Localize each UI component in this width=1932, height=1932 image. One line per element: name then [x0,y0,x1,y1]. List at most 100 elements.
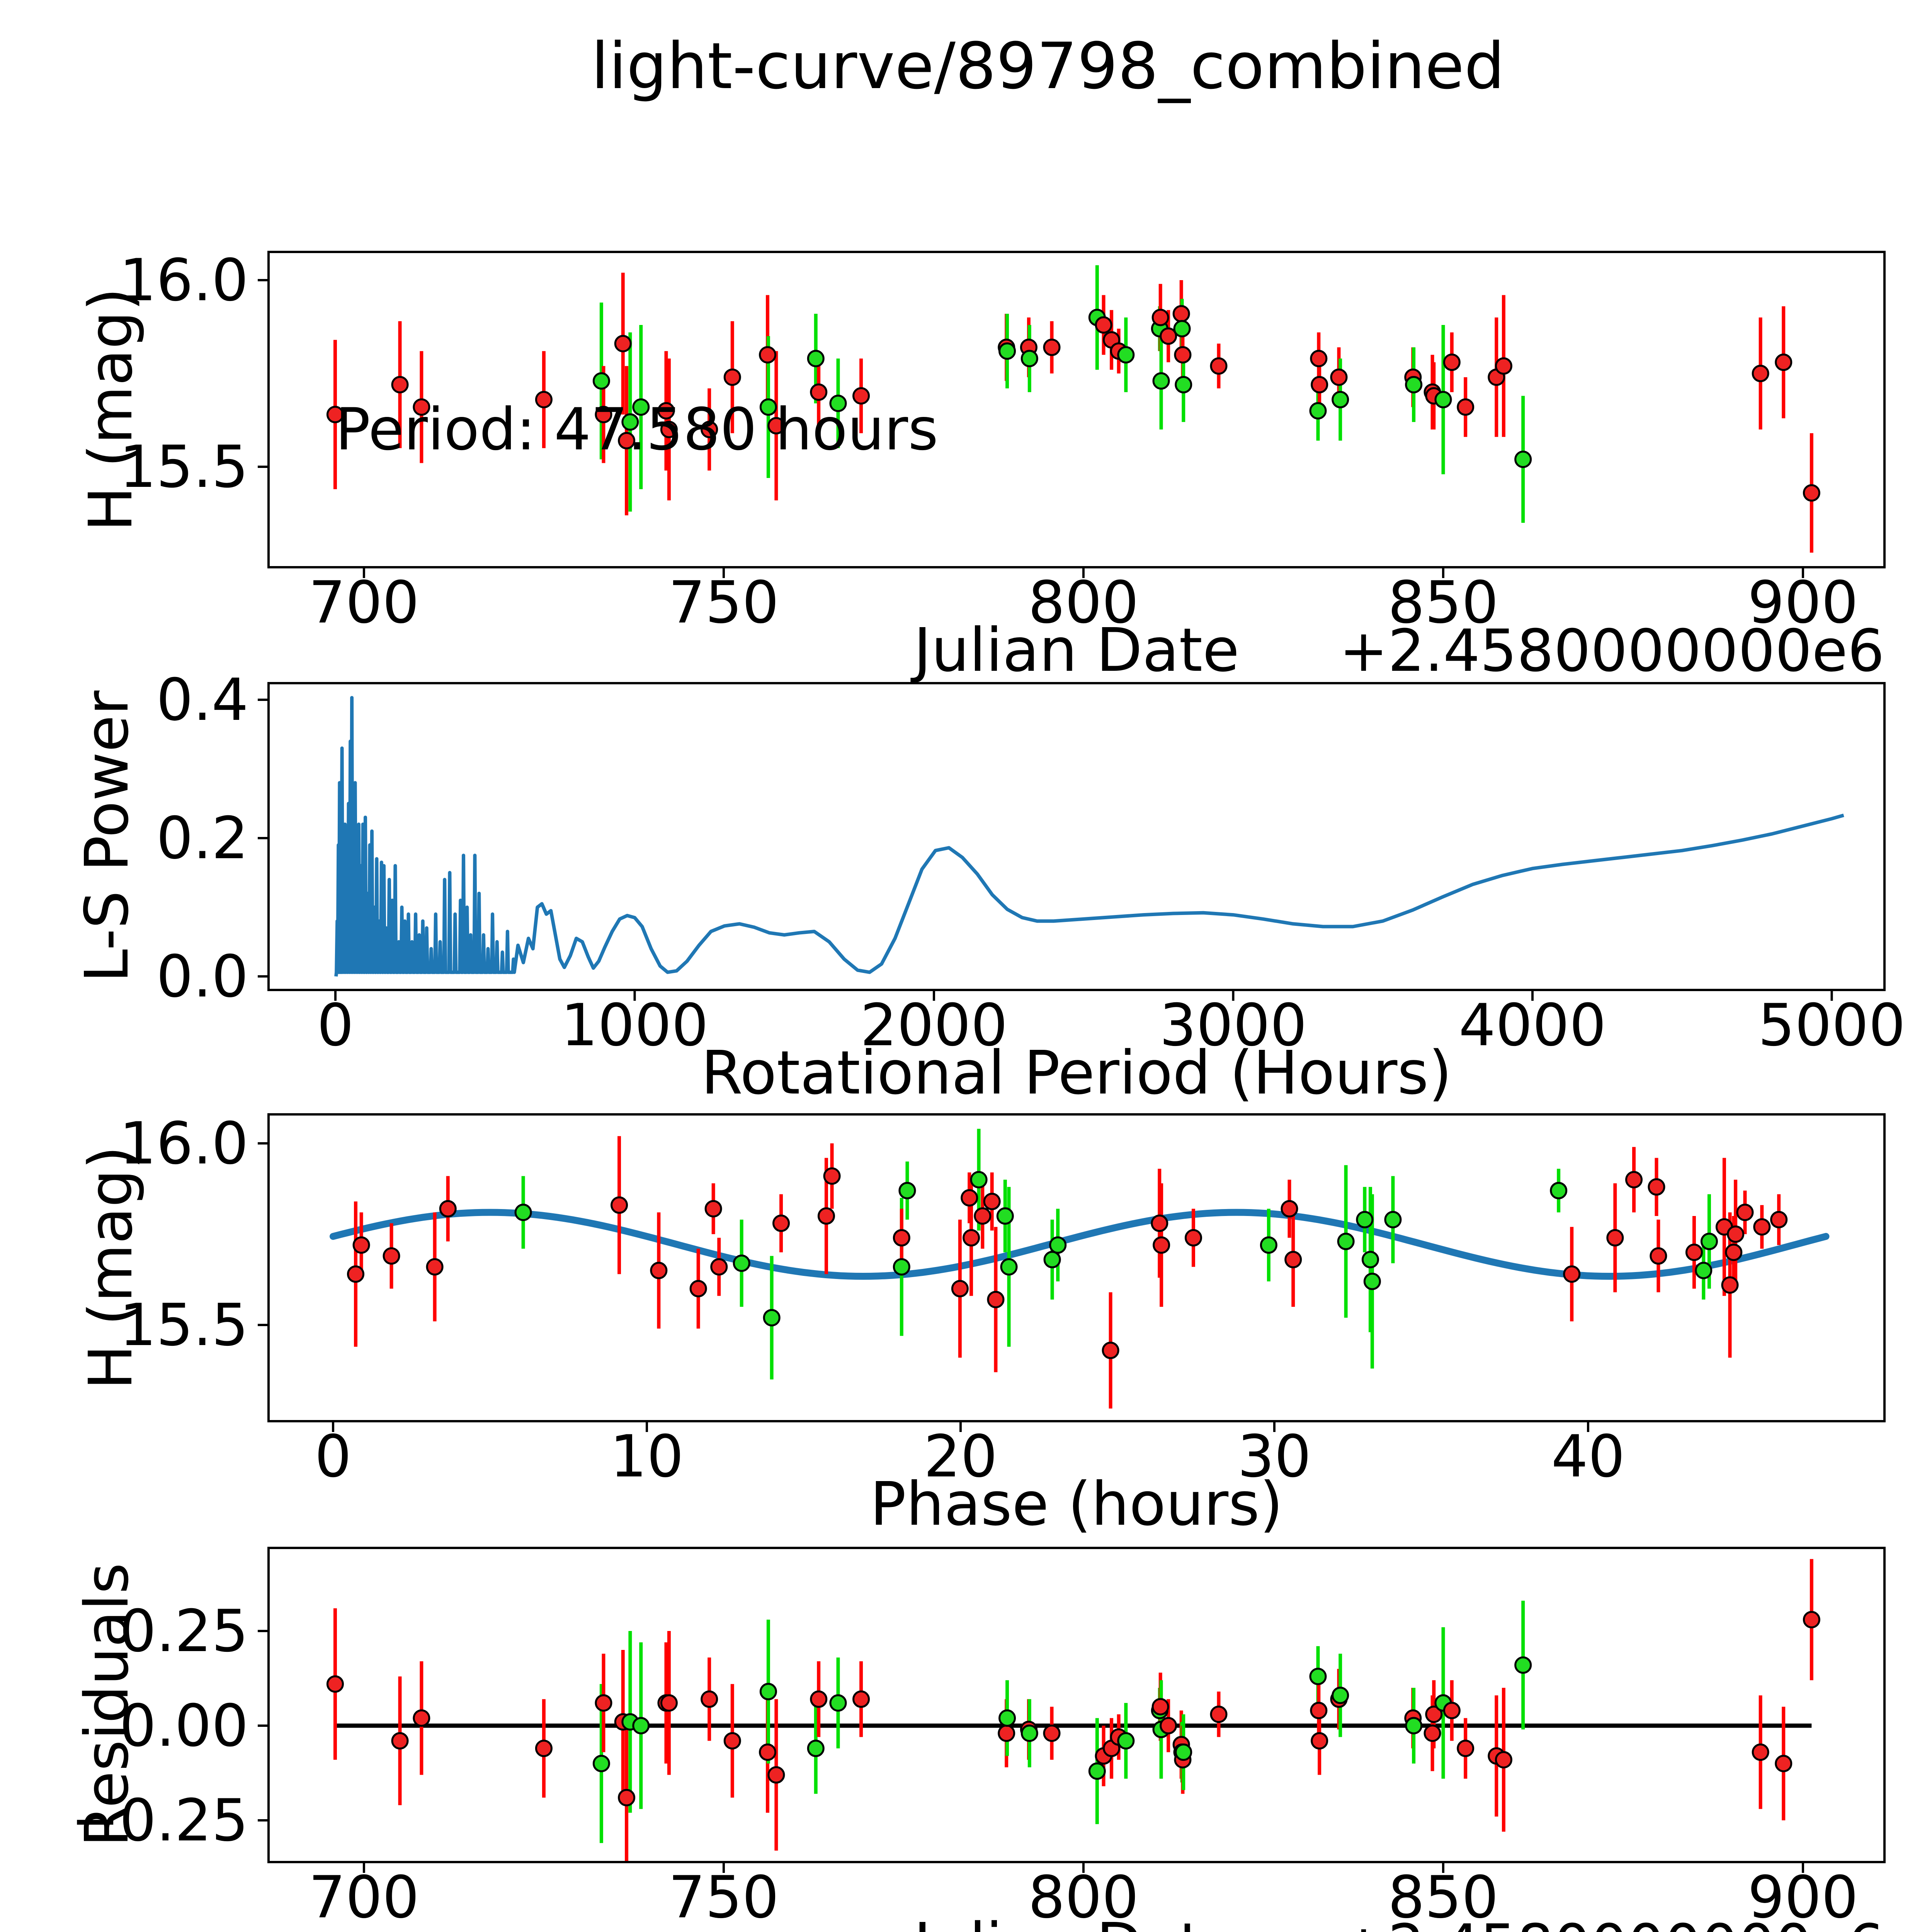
red-data-point [1770,1211,1788,1228]
green-data-point [759,1683,777,1701]
x-tick-label: 20 [924,1423,998,1490]
red-data-point [618,1789,636,1806]
green-data-point [763,1309,781,1327]
red-data-point [1803,1611,1820,1629]
green-data-point [1434,391,1452,408]
green-data-point [1020,1725,1038,1742]
green-data-point [1514,1656,1532,1674]
red-data-point [1160,327,1177,345]
axes-spines [267,1113,1886,1422]
red-data-point [1752,365,1769,383]
red-data-point [1736,1204,1754,1221]
x-tick-label: 700 [309,1864,419,1931]
axes-spines [267,1547,1886,1863]
red-data-point [810,1690,828,1708]
red-data-point [1803,484,1820,502]
red-data-point [1151,1214,1168,1232]
red-data-point [723,368,741,386]
red-data-point [595,406,612,423]
red-data-point [1311,376,1328,394]
green-data-point [632,398,650,416]
figure-title: light-curve/89798_combined [591,29,1505,103]
red-data-point [723,1732,741,1750]
x-tick-label: 800 [1028,569,1139,636]
red-data-point [326,1675,344,1693]
red-data-point [660,420,678,438]
y-tick-label: 0.0 [156,943,248,1010]
red-data-point [1725,1243,1743,1261]
red-data-point [1457,398,1475,416]
red-data-point [657,402,675,420]
green-data-point [1049,1236,1067,1254]
green-data-point [1550,1182,1568,1199]
green-data-point [1043,1251,1061,1269]
green-data-point [1173,320,1191,338]
green-data-point [1175,376,1192,394]
green-data-point [1405,1717,1423,1735]
green-data-point [996,1207,1014,1225]
panel1-xlabel: Julian Date [910,615,1239,685]
green-data-point [998,1709,1016,1727]
panel3-ylabel: H (mag) [76,1146,146,1389]
red-data-point [1443,354,1461,371]
green-data-point [807,1740,825,1757]
periodogram-axes: 0 1000 2000 3000 4000 5000 0.0 0.2 0.4 [156,667,1905,1059]
red-data-point [1457,1740,1475,1757]
x-tick-label: 750 [668,569,779,636]
panel-lightcurve: 700 750 800 850 900 16.0 15.5 [119,247,1886,636]
red-data-point [963,1229,980,1247]
axes-spines [267,251,1886,568]
x-tick-label: 850 [1388,1864,1498,1931]
red-data-point [1563,1265,1581,1283]
x-tick-label: 4000 [1459,992,1606,1059]
green-data-point [970,1171,988,1189]
red-data-point [772,1214,790,1232]
red-data-point [391,376,409,394]
lightcurve-plot-area [326,265,1820,553]
green-data-point [1020,350,1038,367]
green-data-point [733,1254,750,1272]
green-data-point [514,1204,532,1221]
red-data-point [767,1766,785,1784]
panel4-axis-offset: +2.4580000000e6 [1339,1912,1884,1932]
red-data-point [413,398,430,416]
y-tick-label: −0.25 [71,1787,248,1854]
green-data-point [1175,1743,1192,1761]
green-data-point [1309,402,1327,420]
red-data-point [1185,1229,1202,1247]
red-data-point [1210,357,1228,375]
red-data-point [660,1694,678,1712]
red-data-point [1043,1725,1061,1742]
green-data-point [1514,451,1532,468]
residuals-axes: 700 750 800 850 900 0.25 0.00 −0.25 [71,1547,1886,1931]
red-data-point [852,1690,870,1708]
green-data-point [829,1694,847,1712]
red-data-point [767,417,785,435]
red-data-point [951,1280,969,1298]
panel-residuals: 700 750 800 850 900 0.25 0.00 −0.25 [71,1547,1886,1931]
panel-phase-folded: 0 10 20 30 40 16.0 15.5 [119,1110,1886,1490]
red-data-point [961,1189,978,1207]
red-data-point [987,1291,1005,1308]
red-data-point [611,1196,628,1214]
green-data-point [807,350,825,367]
red-data-point [1172,305,1190,323]
red-data-point [1443,1702,1461,1719]
y-tick-label: 0.2 [156,805,248,872]
green-data-point [1117,1732,1135,1750]
green-data-point [998,342,1016,360]
red-data-point [1311,1732,1328,1750]
panel-periodogram: 0 1000 2000 3000 4000 5000 0.0 0.2 0.4 [156,667,1905,1059]
red-data-point [1752,1743,1769,1761]
red-data-point [1095,316,1112,334]
red-data-point [1281,1200,1298,1218]
green-data-point [759,398,777,416]
red-data-point [704,1200,722,1218]
lightcurve-axes: 700 750 800 850 900 16.0 15.5 [119,247,1886,636]
red-data-point [1210,1706,1228,1723]
x-tick-label: 900 [1748,1864,1858,1931]
red-data-point [1330,368,1348,386]
panel4-xlabel: Julian Date [910,1910,1239,1932]
green-data-point [1405,376,1423,394]
x-tick-label: 900 [1748,569,1858,636]
